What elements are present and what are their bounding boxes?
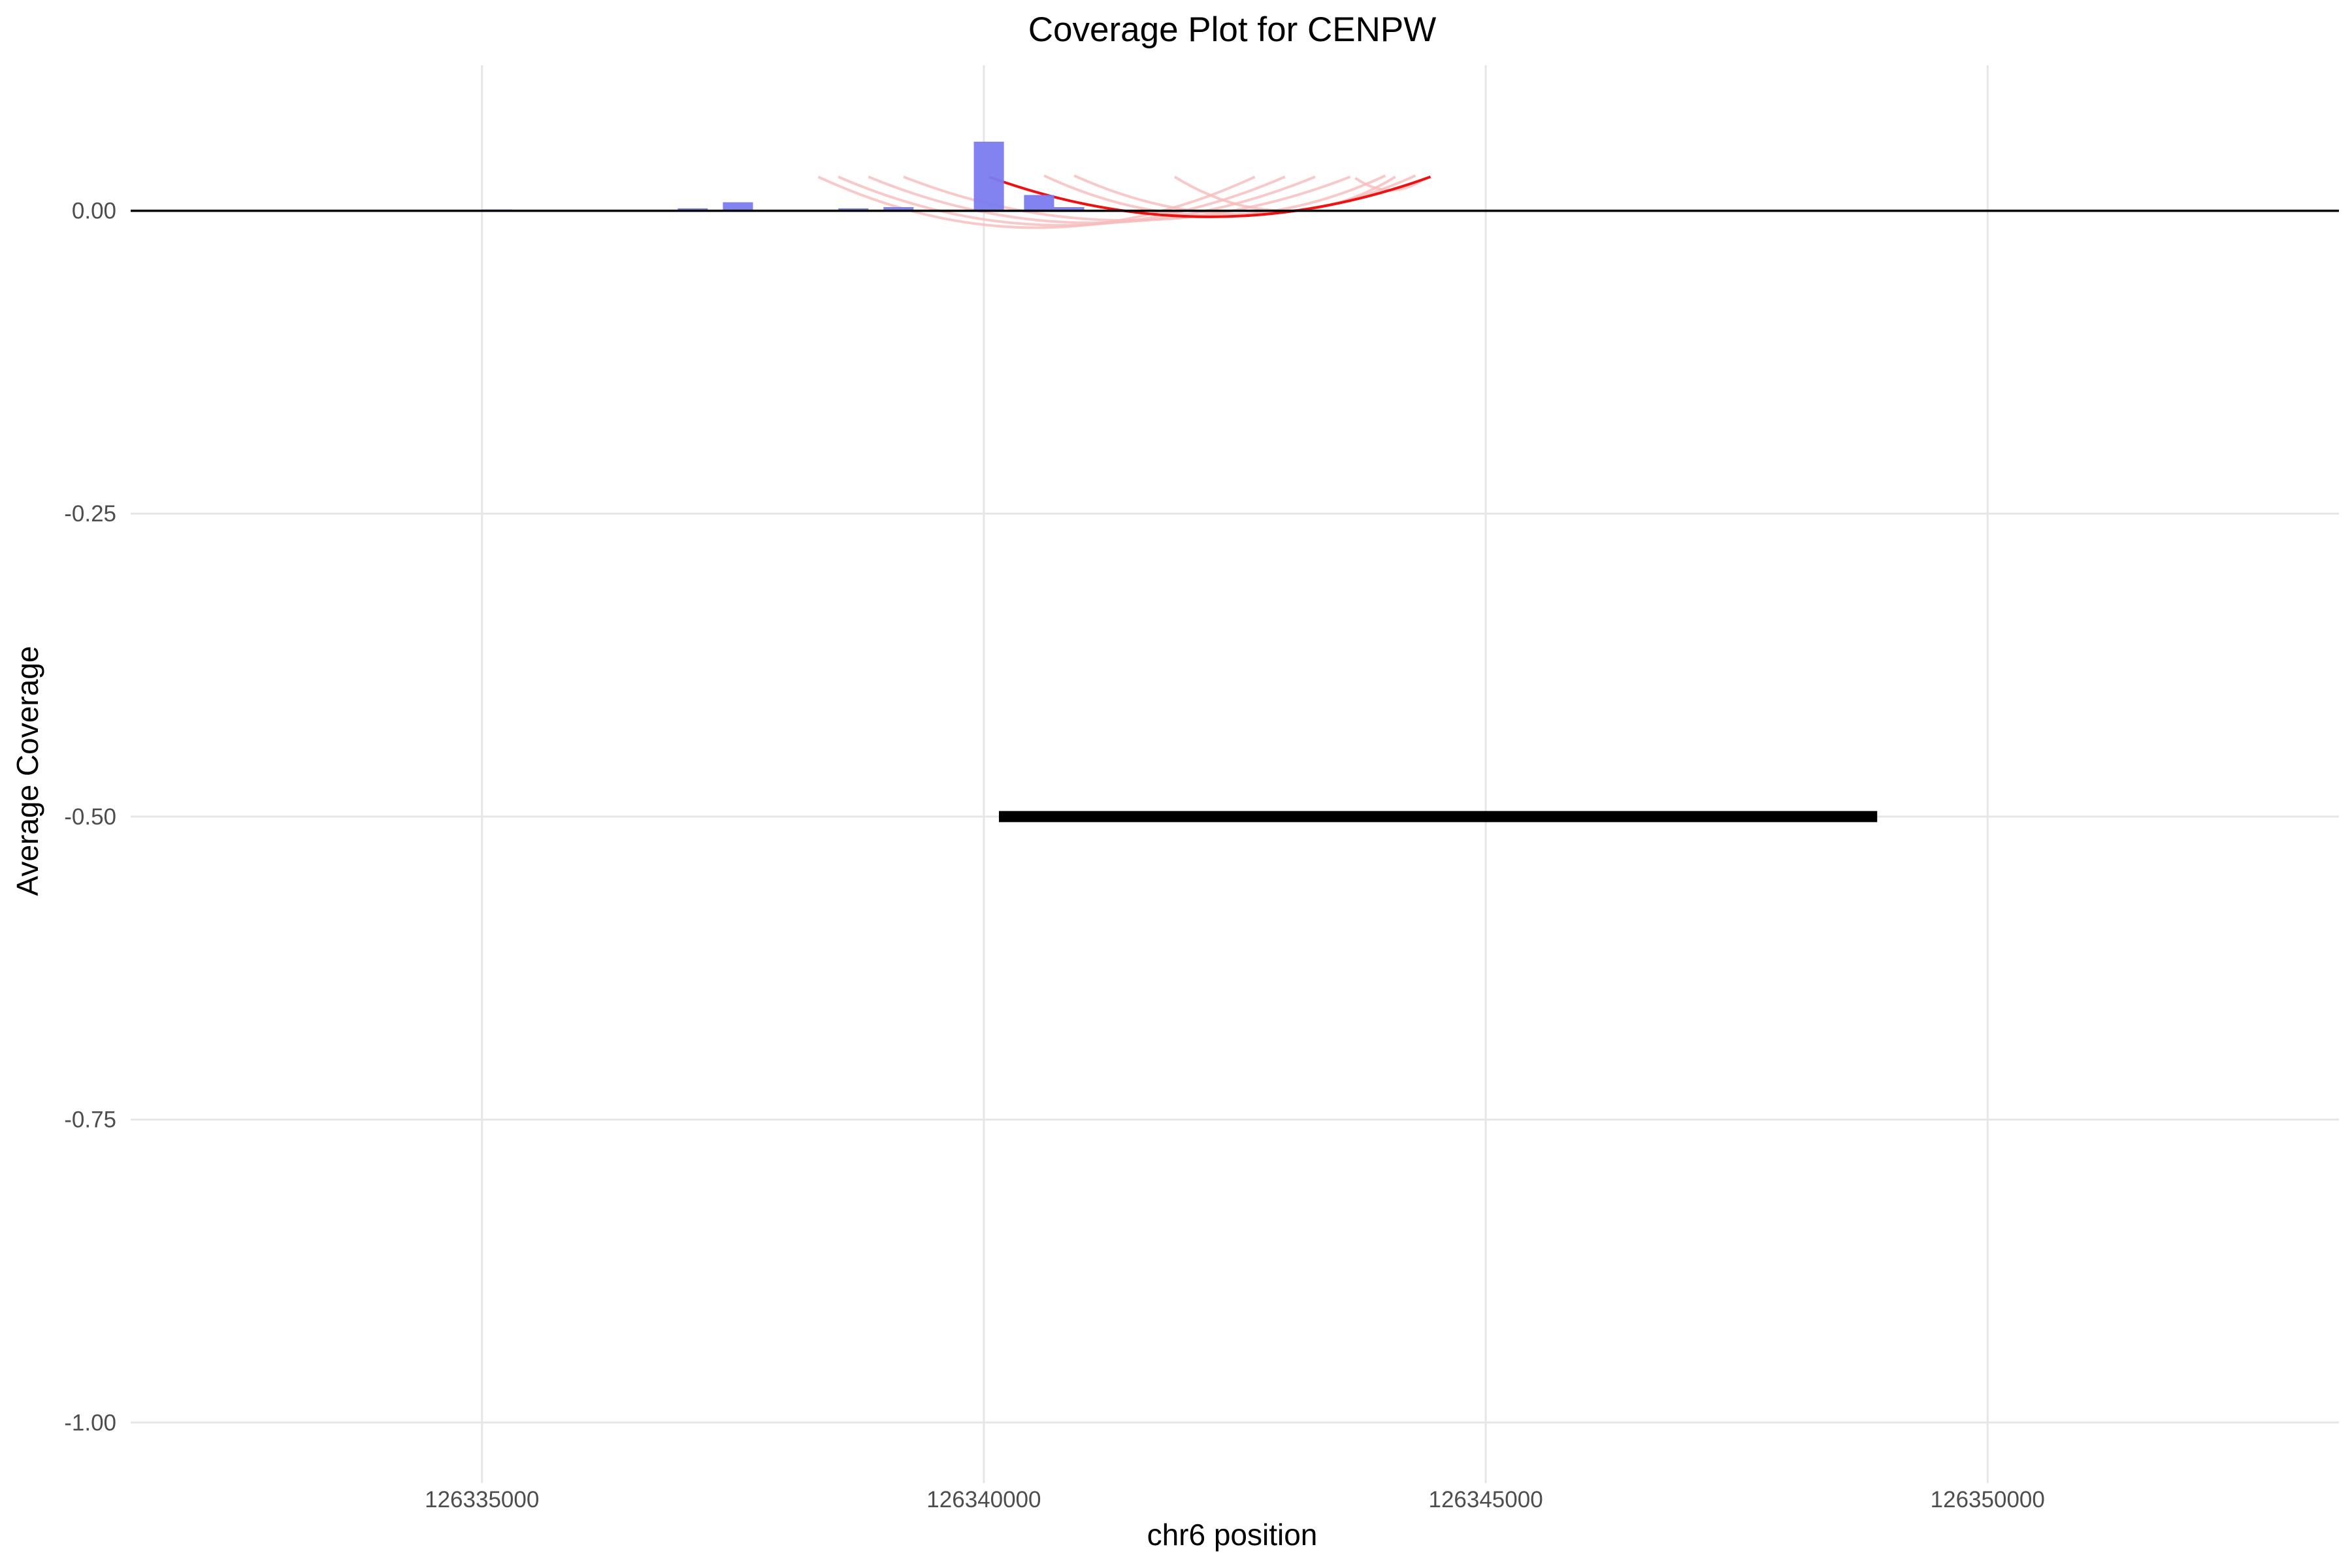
x-axis-label: chr6 position xyxy=(1147,1518,1318,1552)
y-tick-label: -0.25 xyxy=(64,501,116,527)
x-tick-label: 126350000 xyxy=(1931,1487,2045,1512)
coverage-bar xyxy=(973,141,1004,211)
y-tick-labels: 0.00 -0.25 -0.50 -0.75 -1.00 xyxy=(64,199,116,1436)
arc-faint xyxy=(868,175,1316,225)
arc-faint xyxy=(817,175,1256,229)
bar-layer xyxy=(482,141,1085,211)
coverage-bar xyxy=(678,208,708,211)
y-tick-label: -1.00 xyxy=(64,1410,116,1435)
x-tick-label: 126335000 xyxy=(425,1487,539,1512)
arc-layer xyxy=(817,174,1431,229)
chart-title: Coverage Plot for CENPW xyxy=(1028,10,1436,49)
y-tick-label: -0.75 xyxy=(64,1107,116,1133)
arc-faint xyxy=(903,175,1351,222)
x-tick-label: 126340000 xyxy=(926,1487,1041,1512)
y-axis-label: Average Coverage xyxy=(10,646,44,896)
x-tick-labels: 126335000 126340000 126345000 126350000 xyxy=(425,1487,2045,1512)
coverage-bar xyxy=(723,202,753,211)
coverage-bar xyxy=(883,207,914,211)
coverage-bar xyxy=(1054,207,1085,211)
y-tick-label: 0.00 xyxy=(72,199,116,224)
x-tick-label: 126345000 xyxy=(1428,1487,1543,1512)
coverage-bar xyxy=(838,208,869,211)
coverage-bar xyxy=(1024,195,1054,211)
y-tick-label: -0.50 xyxy=(64,804,116,830)
arc-faint xyxy=(1073,174,1416,216)
